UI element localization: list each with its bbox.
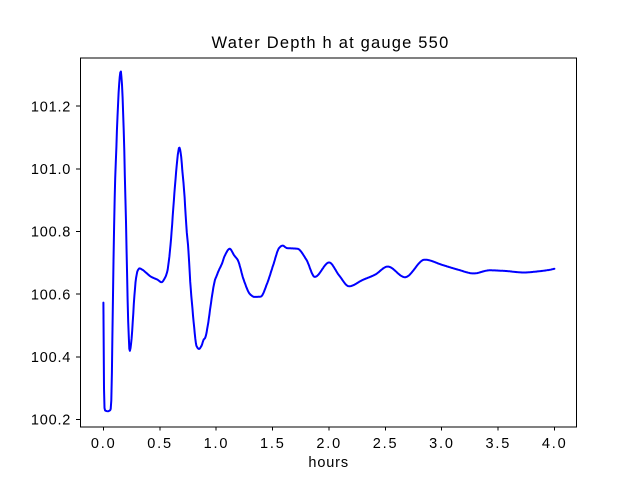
svg-text:hours: hours [308, 455, 349, 471]
svg-text:100.2: 100.2 [31, 413, 71, 429]
svg-text:0.0: 0.0 [91, 436, 117, 452]
svg-text:2.0: 2.0 [316, 436, 342, 452]
svg-text:100.6: 100.6 [31, 287, 71, 303]
svg-text:2.5: 2.5 [373, 436, 399, 452]
svg-text:3.5: 3.5 [486, 436, 512, 452]
svg-text:101.2: 101.2 [31, 99, 71, 115]
svg-text:100.8: 100.8 [31, 225, 71, 241]
svg-text:4.0: 4.0 [542, 436, 568, 452]
svg-text:1.5: 1.5 [260, 436, 286, 452]
svg-text:100.4: 100.4 [31, 350, 71, 366]
svg-text:1.0: 1.0 [204, 436, 230, 452]
svg-text:Water Depth h at gauge 550: Water Depth h at gauge 550 [212, 34, 450, 52]
svg-text:101.0: 101.0 [31, 162, 71, 178]
svg-text:0.5: 0.5 [147, 436, 173, 452]
svg-text:3.0: 3.0 [429, 436, 455, 452]
